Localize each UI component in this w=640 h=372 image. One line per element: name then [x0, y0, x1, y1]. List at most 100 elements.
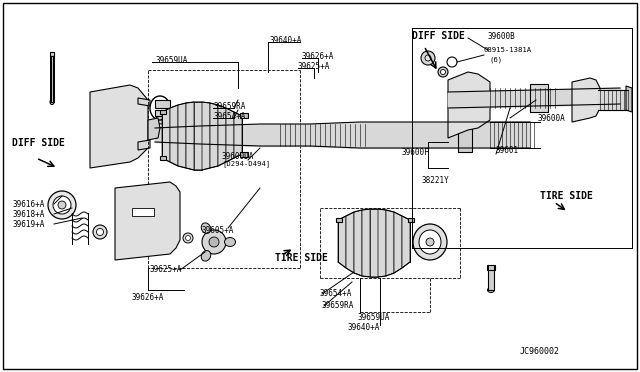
- Ellipse shape: [201, 223, 211, 233]
- Polygon shape: [115, 182, 180, 260]
- Polygon shape: [408, 218, 414, 222]
- Ellipse shape: [155, 116, 169, 124]
- Ellipse shape: [426, 238, 434, 246]
- Ellipse shape: [577, 90, 591, 110]
- Polygon shape: [155, 100, 170, 108]
- Ellipse shape: [413, 224, 447, 260]
- Text: 39626+A: 39626+A: [302, 51, 334, 61]
- Ellipse shape: [438, 67, 448, 77]
- Polygon shape: [572, 78, 600, 122]
- Ellipse shape: [48, 191, 76, 219]
- Text: TIRE SIDE: TIRE SIDE: [540, 191, 593, 201]
- Polygon shape: [370, 209, 378, 277]
- Polygon shape: [240, 152, 248, 157]
- Text: 39625+A: 39625+A: [150, 266, 182, 275]
- Circle shape: [209, 237, 219, 247]
- Ellipse shape: [201, 251, 211, 261]
- Polygon shape: [210, 103, 218, 168]
- Polygon shape: [240, 113, 248, 118]
- Ellipse shape: [99, 121, 121, 139]
- Polygon shape: [218, 105, 226, 166]
- Polygon shape: [346, 212, 354, 273]
- Ellipse shape: [440, 70, 445, 74]
- Ellipse shape: [488, 288, 495, 292]
- Text: 39605+A: 39605+A: [202, 225, 234, 234]
- Text: 39626+A: 39626+A: [132, 294, 164, 302]
- Circle shape: [425, 55, 431, 61]
- Text: 39640+A: 39640+A: [270, 35, 302, 45]
- Polygon shape: [458, 118, 472, 152]
- Polygon shape: [448, 72, 490, 138]
- Polygon shape: [170, 105, 178, 166]
- Polygon shape: [160, 110, 166, 114]
- Text: 08915-1381A: 08915-1381A: [484, 47, 532, 53]
- Polygon shape: [50, 52, 54, 56]
- Ellipse shape: [455, 102, 465, 114]
- Polygon shape: [626, 86, 632, 112]
- Polygon shape: [148, 118, 160, 140]
- Ellipse shape: [183, 233, 193, 243]
- Text: 39600DA: 39600DA: [222, 151, 254, 160]
- Text: 39619+A: 39619+A: [12, 219, 44, 228]
- Polygon shape: [338, 216, 346, 268]
- Text: TIRE SIDE: TIRE SIDE: [275, 253, 328, 263]
- Polygon shape: [402, 216, 410, 268]
- Text: 39618+A: 39618+A: [12, 209, 44, 218]
- Polygon shape: [530, 84, 548, 112]
- Text: DIFF SIDE: DIFF SIDE: [12, 138, 65, 148]
- Ellipse shape: [225, 237, 236, 247]
- Polygon shape: [394, 212, 402, 273]
- Ellipse shape: [533, 86, 545, 110]
- Polygon shape: [178, 103, 186, 168]
- Polygon shape: [138, 140, 150, 150]
- Ellipse shape: [131, 210, 155, 238]
- Ellipse shape: [186, 235, 191, 241]
- Polygon shape: [51, 56, 53, 102]
- Text: 39659UA: 39659UA: [155, 55, 188, 64]
- Text: 38221Y: 38221Y: [422, 176, 450, 185]
- Polygon shape: [487, 265, 495, 270]
- Ellipse shape: [104, 125, 116, 135]
- Text: 39640+A: 39640+A: [348, 324, 380, 333]
- Polygon shape: [354, 210, 362, 276]
- Text: DIFF SIDE: DIFF SIDE: [412, 31, 465, 41]
- Text: [D294-D494]: [D294-D494]: [222, 161, 270, 167]
- Circle shape: [447, 57, 457, 67]
- Ellipse shape: [97, 228, 104, 235]
- Ellipse shape: [50, 99, 54, 105]
- Polygon shape: [202, 102, 210, 170]
- Polygon shape: [386, 210, 394, 276]
- Polygon shape: [378, 209, 386, 277]
- Ellipse shape: [419, 230, 441, 254]
- Polygon shape: [186, 102, 194, 170]
- Text: 39659RA: 39659RA: [322, 301, 355, 311]
- Text: (6): (6): [490, 57, 503, 63]
- Polygon shape: [138, 98, 150, 106]
- Polygon shape: [90, 85, 148, 168]
- Polygon shape: [162, 108, 170, 162]
- Ellipse shape: [137, 217, 149, 231]
- Text: 39654+A: 39654+A: [213, 112, 245, 121]
- Ellipse shape: [450, 97, 470, 119]
- Ellipse shape: [93, 225, 107, 239]
- Text: 39600A: 39600A: [538, 113, 566, 122]
- Polygon shape: [155, 110, 170, 116]
- Polygon shape: [160, 156, 166, 160]
- Polygon shape: [488, 268, 494, 290]
- Polygon shape: [234, 112, 242, 158]
- Circle shape: [202, 230, 226, 254]
- Text: 39659UA: 39659UA: [358, 314, 390, 323]
- Polygon shape: [155, 126, 460, 130]
- Ellipse shape: [58, 201, 66, 209]
- Ellipse shape: [461, 127, 469, 143]
- Text: 39600B: 39600B: [488, 32, 516, 41]
- Text: 39600F: 39600F: [402, 148, 429, 157]
- Text: 39616+A: 39616+A: [12, 199, 44, 208]
- Text: 39659RA: 39659RA: [213, 102, 245, 110]
- Polygon shape: [226, 108, 234, 162]
- Text: 39625+A: 39625+A: [298, 61, 330, 71]
- Text: JC960002: JC960002: [520, 347, 560, 356]
- Polygon shape: [194, 102, 202, 170]
- Text: 39601: 39601: [496, 145, 519, 154]
- Polygon shape: [132, 208, 154, 216]
